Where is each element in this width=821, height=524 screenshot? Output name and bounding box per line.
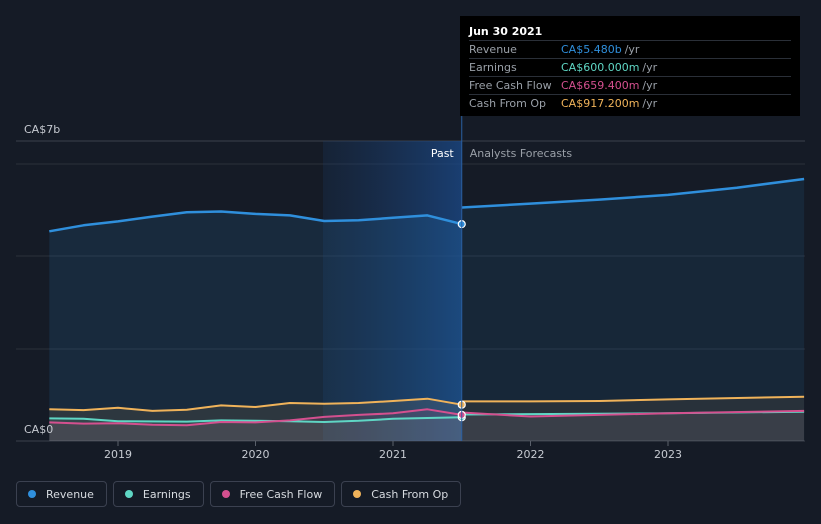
series-areas (49, 179, 805, 441)
tooltip-date: Jun 30 2021 (469, 25, 543, 38)
legend-label: Free Cash Flow (239, 487, 323, 501)
line-revenue-past (49, 210, 463, 233)
legend-dot-icon (124, 490, 133, 498)
line-cash-from-op-past (49, 397, 462, 412)
line-free-cash-flow-past (49, 408, 462, 427)
tooltip-value: CA$917.200m (561, 97, 640, 110)
area-revenue-forecast (461, 179, 805, 441)
tooltip-label: Cash From Op (469, 97, 547, 110)
area-earnings-past (49, 417, 462, 441)
legend-item-free-cash-flow[interactable]: Free Cash Flow (209, 481, 336, 507)
y-axis-top-label: CA$7b (24, 123, 60, 136)
past-region-highlight (323, 141, 462, 441)
tooltip-unit: /yr (642, 79, 658, 92)
area-revenue-past (49, 211, 462, 441)
x-axis-ticks: 2019 2020 2021 2022 2023 (104, 441, 682, 461)
x-tick-label: 2022 (517, 448, 545, 461)
tooltip-row-free-cash-flow: Free Cash Flow CA$659.400m /yr (469, 76, 791, 94)
tooltip-unit: /yr (642, 97, 658, 110)
legend-item-revenue[interactable]: Revenue (16, 481, 107, 507)
line-revenue-forecast (461, 177, 805, 209)
x-tick-label: 2020 (242, 448, 270, 461)
y-axis-bottom-label: CA$0 (24, 423, 53, 436)
tooltip-value: CA$600.000m (561, 61, 640, 74)
tooltip-label: Earnings (469, 61, 517, 74)
legend-label: Earnings (142, 487, 191, 501)
tooltip-value: CA$5.480b (561, 43, 622, 56)
chart-legend: Revenue Earnings Free Cash Flow Cash Fro… (16, 481, 462, 507)
tooltip-row-cash-from-op: Cash From Op CA$917.200m /yr (469, 94, 791, 112)
legend-dot-icon (353, 490, 362, 498)
tooltip-value: CA$659.400m (561, 79, 640, 92)
tooltip-label: Free Cash Flow (469, 79, 552, 92)
x-tick-label: 2023 (654, 448, 682, 461)
legend-label: Cash From Op (371, 487, 449, 501)
legend-dot-icon (221, 490, 230, 498)
tooltip-unit: /yr (642, 61, 658, 74)
x-tick-label: 2019 (104, 448, 132, 461)
tooltip-unit: /yr (624, 43, 640, 56)
legend-dot-icon (28, 490, 36, 498)
line-cash-from-op-forecast (461, 395, 805, 403)
area-earnings-forecast (461, 411, 805, 441)
forecast-label: Analysts Forecasts (470, 147, 573, 160)
area-free-cash-flow-forecast (461, 410, 805, 441)
line-free-cash-flow-forecast (461, 409, 805, 418)
past-label: Past (431, 147, 455, 160)
data-tooltip: Jun 30 2021 Revenue CA$5.480b /yr Earnin… (460, 16, 800, 116)
legend-label: Revenue (46, 487, 94, 501)
x-tick-label: 2021 (379, 448, 407, 461)
series-lines (49, 177, 805, 427)
legend-item-earnings[interactable]: Earnings (112, 481, 204, 507)
tooltip-row-earnings: Earnings CA$600.000m /yr (469, 58, 791, 76)
area-cash-from-op-forecast (461, 396, 805, 441)
tooltip-row-revenue: Revenue CA$5.480b /yr (469, 40, 791, 58)
tooltip-label: Revenue (469, 43, 517, 56)
area-free-cash-flow-past (49, 409, 462, 441)
legend-item-cash-from-op[interactable]: Cash From Op (341, 481, 462, 507)
